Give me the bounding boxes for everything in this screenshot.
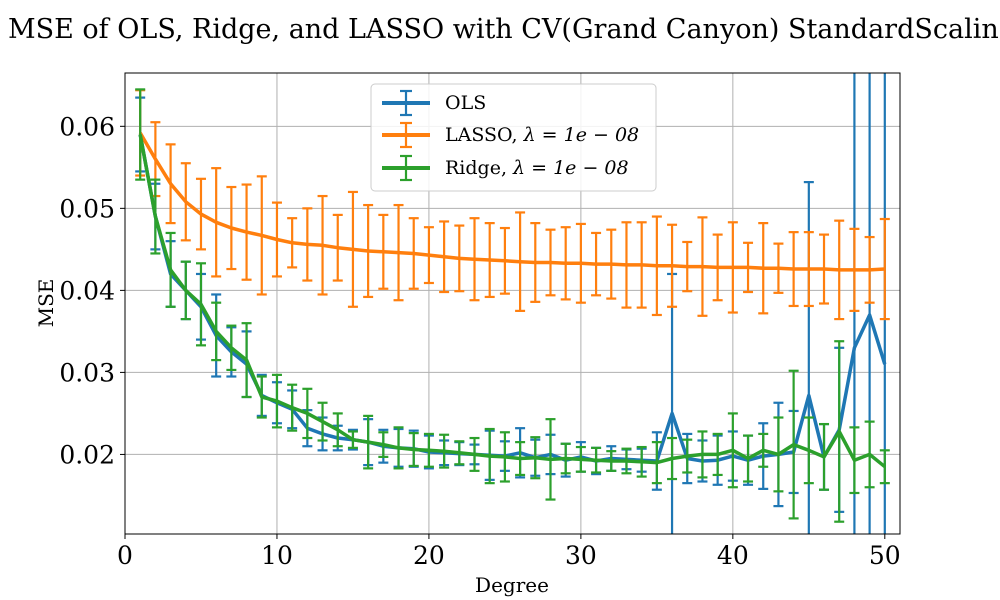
- x-tick-label-1: 10: [261, 541, 293, 570]
- legend-box: [370, 83, 657, 192]
- x-tick-label-4: 40: [717, 541, 749, 570]
- legend-entry-ridge: Ridge, λ = 1e − 08: [382, 154, 629, 182]
- x-tick-label-5: 50: [869, 541, 901, 570]
- legend-entry-lasso: LASSO, λ = 1e − 08: [382, 121, 639, 149]
- line-ridge: [138, 134, 886, 469]
- series-lasso: [135, 89, 890, 321]
- y-tick-label-0: 0.02: [59, 440, 115, 469]
- plot-frame: [124, 72, 901, 535]
- x-tick-label-3: 30: [565, 541, 597, 570]
- legend-entry-ols: OLS: [382, 89, 486, 117]
- errorbar-ridge-50: [879, 449, 890, 485]
- x-axis-label: Degree: [475, 573, 549, 597]
- legend-label-ols: OLS: [445, 92, 486, 114]
- plot-series: [135, 73, 890, 534]
- legend: OLS LASSO, λ = 1e − 08 Ridge, λ = 1e − 0…: [370, 83, 657, 192]
- y-tick-label-3: 0.05: [59, 194, 115, 223]
- x-tick-label-2: 20: [413, 541, 445, 570]
- y-tick-label-2: 0.04: [59, 276, 115, 305]
- y-tick-label-1: 0.03: [59, 358, 115, 387]
- x-tick-label-0: 0: [117, 541, 133, 570]
- series-ridge: [135, 88, 890, 523]
- chart-title: MSE of OLS, Ridge, and LASSO with CV(Gra…: [8, 14, 1000, 45]
- legend-label-lasso: LASSO, λ = 1e − 08: [445, 124, 639, 146]
- y-axis-label: MSE: [34, 279, 58, 328]
- errorbar-lasso-50: [879, 217, 890, 321]
- line-lasso: [138, 132, 885, 272]
- axis-ticks: 0 10 20 30 40 50 0.02 0.03 0.04 0.05 0.06: [59, 112, 900, 570]
- legend-label-ridge: Ridge, λ = 1e − 08: [445, 157, 629, 179]
- y-tick-label-4: 0.06: [59, 112, 115, 141]
